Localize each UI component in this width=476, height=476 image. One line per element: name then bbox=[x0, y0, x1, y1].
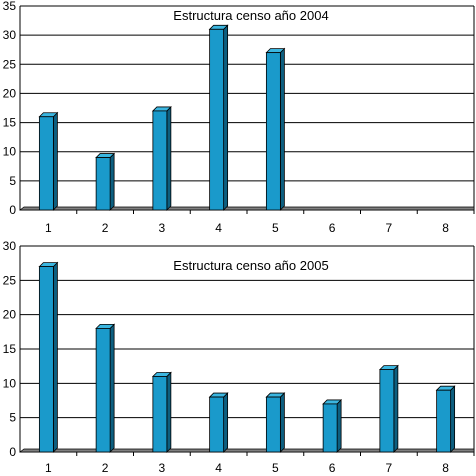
bar-8 bbox=[435, 385, 456, 453]
y-tick-label: 25 bbox=[3, 57, 17, 71]
bar-3 bbox=[151, 105, 172, 211]
x-tick-label: 8 bbox=[442, 221, 449, 235]
chart-title: Estructura censo año 2005 bbox=[173, 258, 328, 273]
chart-title: Estructura censo año 2004 bbox=[173, 8, 328, 23]
y-tick-label: 20 bbox=[3, 86, 17, 100]
bar-4 bbox=[208, 24, 229, 211]
y-tick-label: 30 bbox=[3, 28, 17, 42]
x-tick-label: 3 bbox=[159, 221, 166, 235]
x-tick-label: 5 bbox=[272, 221, 279, 235]
y-tick-label: 5 bbox=[9, 174, 16, 188]
chart-2004: 0 5 10 15 20 25 30 35 1 2 3 4 5 6 7 8 Estructura censo a… bbox=[3, 0, 475, 235]
x-tick-label: 7 bbox=[386, 221, 393, 235]
bar-1 bbox=[38, 261, 59, 453]
y-tick-label: 0 bbox=[9, 445, 16, 459]
x-tick-label: 6 bbox=[329, 221, 336, 235]
x-tick-label: 7 bbox=[386, 461, 393, 475]
chart-floor bbox=[18, 206, 475, 211]
y-tick-label: 15 bbox=[3, 116, 17, 130]
x-tick-label: 1 bbox=[45, 221, 52, 235]
x-tick-label: 4 bbox=[215, 461, 222, 475]
bar-1 bbox=[38, 111, 59, 211]
y-tick-label: 10 bbox=[3, 145, 17, 159]
chart-2005: 0 5 10 15 20 25 30 1 2 3 4 5 6 7 8 Estructura censo año… bbox=[3, 239, 475, 475]
bar-4 bbox=[208, 392, 229, 453]
y-tick-label: 10 bbox=[3, 376, 17, 390]
y-tick-label: 20 bbox=[3, 308, 17, 322]
x-tick-label: 8 bbox=[442, 461, 449, 475]
y-tick-label: 5 bbox=[9, 411, 16, 425]
y-tick-label: 25 bbox=[3, 273, 17, 287]
bar-3 bbox=[151, 371, 172, 453]
y-tick-label: 35 bbox=[3, 0, 17, 13]
x-tick-label: 2 bbox=[102, 221, 109, 235]
y-tick-label: 0 bbox=[9, 203, 16, 217]
bar-2 bbox=[95, 323, 116, 453]
x-tick-label: 1 bbox=[45, 461, 52, 475]
x-tick-label: 5 bbox=[272, 461, 279, 475]
x-tick-label: 4 bbox=[215, 221, 222, 235]
y-tick-label: 30 bbox=[3, 239, 17, 253]
x-tick-label: 2 bbox=[102, 461, 109, 475]
bar-7 bbox=[378, 364, 399, 453]
x-tick-label: 3 bbox=[159, 461, 166, 475]
bar-5 bbox=[265, 392, 286, 453]
y-tick-label: 15 bbox=[3, 342, 17, 356]
bar-2 bbox=[95, 152, 116, 211]
bar-5 bbox=[265, 47, 286, 211]
x-tick-label: 6 bbox=[329, 461, 336, 475]
chart-floor bbox=[18, 448, 475, 453]
bar-6 bbox=[322, 398, 343, 453]
